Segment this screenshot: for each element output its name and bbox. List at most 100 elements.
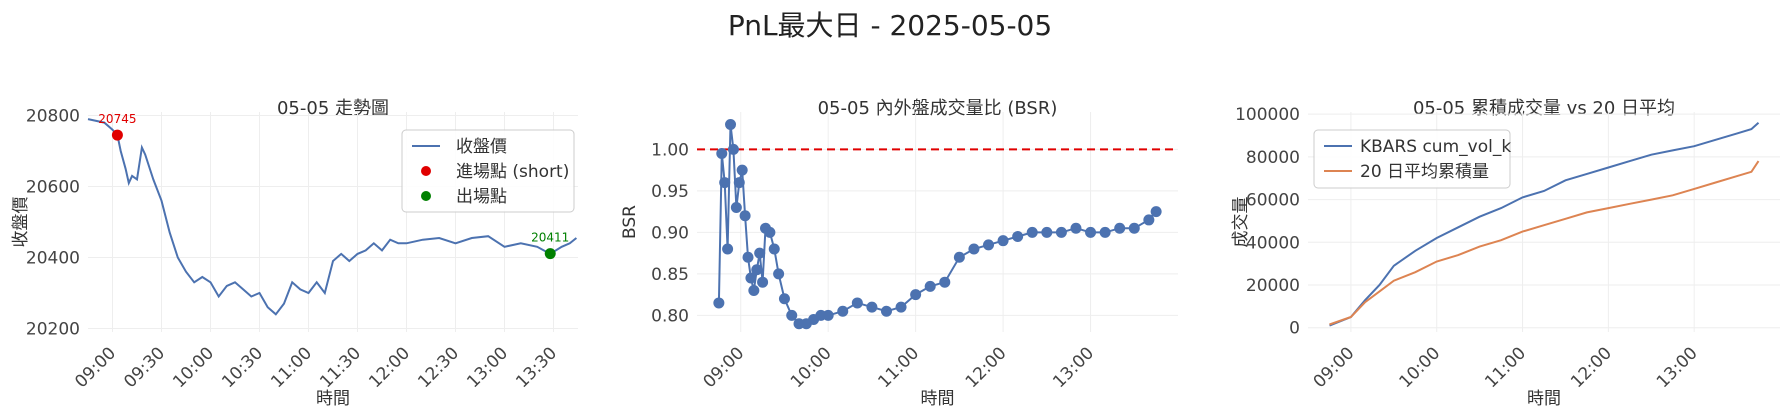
figure-suptitle: PnL最大日 - 2025-05-05 bbox=[727, 9, 1053, 42]
bsr-point bbox=[722, 243, 734, 255]
bsr-point bbox=[851, 297, 863, 309]
bsr-point bbox=[968, 243, 980, 255]
bsr-point bbox=[1114, 222, 1126, 234]
y-axis-label: 成交量 bbox=[1231, 197, 1251, 248]
bsr-point bbox=[939, 276, 951, 288]
bsr-point bbox=[786, 309, 798, 321]
bsr-point bbox=[1150, 206, 1162, 218]
marker-label: 20745 bbox=[98, 112, 136, 126]
bsr-point bbox=[1128, 222, 1140, 234]
bsr-point bbox=[822, 309, 834, 321]
x-tick-label: 12:00 bbox=[365, 343, 414, 392]
bsr-point bbox=[739, 210, 751, 222]
bsr-point bbox=[725, 118, 737, 130]
bsr-point bbox=[719, 177, 731, 189]
x-tick-label: 12:00 bbox=[1567, 343, 1616, 392]
x-tick-label: 09:00 bbox=[699, 343, 748, 392]
y-tick-label: 0.85 bbox=[651, 265, 689, 285]
bsr-point bbox=[764, 226, 776, 238]
bsr-point bbox=[983, 239, 995, 251]
x-tick-label: 11:00 bbox=[874, 343, 923, 392]
x-tick-label: 13:00 bbox=[1653, 343, 1702, 392]
y-tick-label: 0.95 bbox=[651, 182, 689, 202]
bsr-point bbox=[748, 284, 760, 296]
y-tick-label: 0.80 bbox=[651, 306, 689, 326]
x-tick-label: 11:30 bbox=[316, 343, 365, 392]
x-tick-label: 12:00 bbox=[962, 343, 1011, 392]
legend-label: 進場點 (short) bbox=[456, 162, 569, 182]
entry-marker bbox=[111, 129, 123, 141]
bsr-point bbox=[713, 297, 725, 309]
bsr-point bbox=[1099, 226, 1111, 238]
y-tick-label: 80000 bbox=[1246, 148, 1300, 168]
x-tick-label: 09:00 bbox=[1310, 343, 1359, 392]
bsr-point bbox=[733, 177, 745, 189]
bsr-point bbox=[751, 264, 763, 276]
x-tick-label: 11:00 bbox=[267, 343, 316, 392]
bsr-point bbox=[924, 280, 936, 292]
bsr-point bbox=[1012, 231, 1024, 243]
bsr-point bbox=[866, 301, 878, 313]
legend-label: 出場點 bbox=[456, 187, 507, 207]
y-axis-label: BSR bbox=[620, 205, 640, 239]
bsr-point bbox=[1041, 226, 1053, 238]
x-tick-label: 10:00 bbox=[169, 343, 218, 392]
series-line bbox=[87, 118, 578, 316]
y-axis-label: 收盤價 bbox=[11, 197, 31, 248]
bsr-point bbox=[730, 201, 742, 213]
marker-label: 20411 bbox=[531, 231, 569, 245]
y-tick-label: 100000 bbox=[1235, 105, 1300, 125]
bsr-point bbox=[837, 305, 849, 317]
y-tick-label: 20800 bbox=[26, 107, 80, 127]
bsr-point bbox=[778, 293, 790, 305]
bsr-point bbox=[773, 268, 785, 280]
legend-box bbox=[401, 129, 575, 213]
y-tick-label: 0.90 bbox=[651, 223, 689, 243]
legend-label: 20 日平均累積量 bbox=[1360, 162, 1489, 182]
legend-box bbox=[1313, 129, 1511, 189]
bsr-point bbox=[754, 247, 766, 259]
x-tick-label: 10:00 bbox=[1395, 343, 1444, 392]
bsr-point bbox=[736, 164, 748, 176]
x-tick-label: 13:00 bbox=[463, 343, 512, 392]
legend-swatch-entry bbox=[421, 166, 431, 176]
chart-title: 05-05 走勢圖 bbox=[277, 98, 389, 119]
legend-label: 收盤價 bbox=[456, 137, 507, 157]
y-tick-label: 20600 bbox=[26, 178, 80, 198]
bsr-point bbox=[997, 235, 1009, 247]
bsr-point bbox=[1026, 226, 1038, 238]
bsr-point bbox=[1143, 214, 1155, 226]
bsr-point bbox=[1085, 226, 1097, 238]
x-axis-label: 時間 bbox=[1527, 389, 1561, 409]
y-tick-label: 40000 bbox=[1246, 233, 1300, 253]
series-line bbox=[1329, 121, 1760, 327]
bsr-point bbox=[727, 143, 739, 155]
x-axis-label: 時間 bbox=[921, 389, 955, 409]
bsr-point bbox=[880, 305, 892, 317]
bsr-point bbox=[716, 148, 728, 160]
x-tick-label: 10:00 bbox=[787, 343, 836, 392]
bsr-point bbox=[745, 272, 757, 284]
bsr-point bbox=[953, 251, 965, 263]
y-tick-label: 20200 bbox=[26, 319, 80, 339]
x-tick-label: 09:00 bbox=[71, 343, 120, 392]
chart-title: 05-05 內外盤成交量比 (BSR) bbox=[818, 98, 1058, 119]
x-tick-label: 10:30 bbox=[218, 343, 267, 392]
y-tick-label: 60000 bbox=[1246, 191, 1300, 211]
chart-panel-2: 05-05 內外盤成交量比 (BSR) 0.80 0.85 0.90 0.95 1.00 0… bbox=[620, 98, 1178, 409]
bsr-point bbox=[742, 251, 754, 263]
x-tick-label: 13:30 bbox=[512, 343, 561, 392]
chart-panel-3: 05-05 累積成交量 vs 20 日平均 0 20000 40000 60000 800… bbox=[1231, 98, 1780, 409]
series-line bbox=[1329, 160, 1760, 326]
y-tick-label: 20000 bbox=[1246, 276, 1300, 296]
bsr-point bbox=[768, 243, 780, 255]
x-tick-label: 12:30 bbox=[414, 343, 463, 392]
x-tick-label: 09:30 bbox=[120, 343, 169, 392]
chart-title: 05-05 累積成交量 vs 20 日平均 bbox=[1413, 98, 1675, 119]
bsr-point bbox=[757, 276, 769, 288]
bsr-point bbox=[1055, 226, 1067, 238]
exit-marker bbox=[544, 248, 556, 260]
